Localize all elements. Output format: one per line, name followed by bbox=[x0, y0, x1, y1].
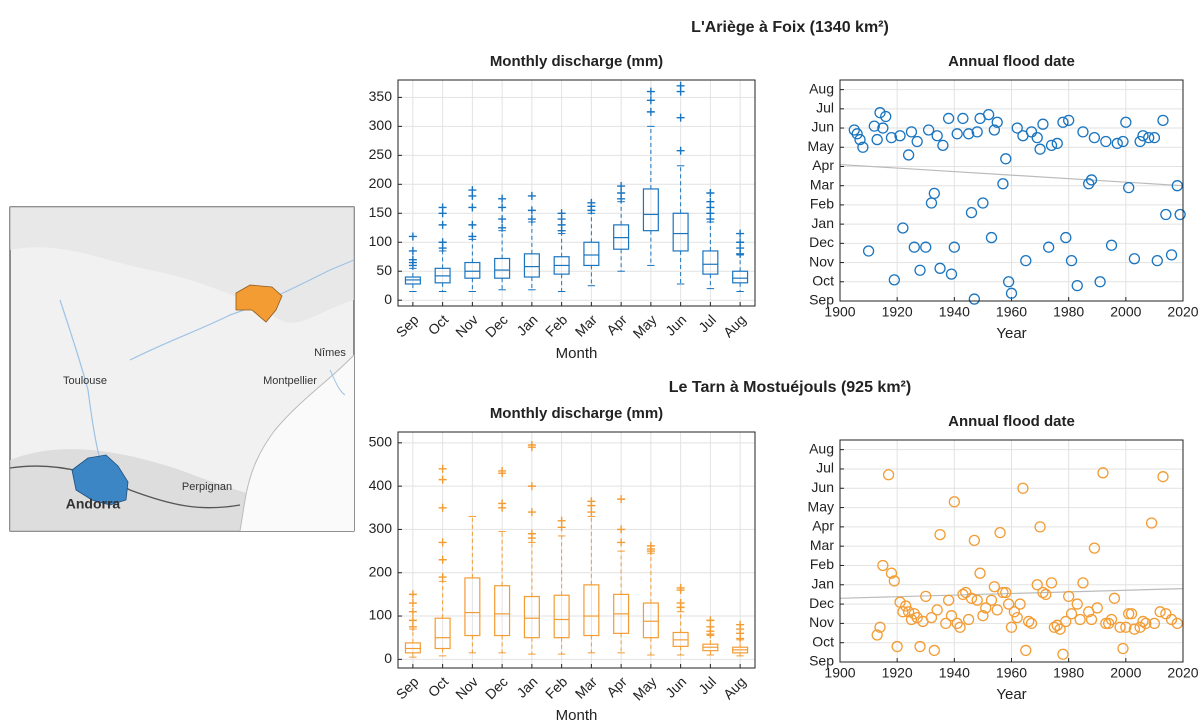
x-tick-label: Jan bbox=[513, 311, 540, 338]
chart-title: Monthly discharge (mm) bbox=[490, 405, 663, 422]
x-axis-label: Month bbox=[556, 707, 598, 722]
y-tick-label: Dec bbox=[809, 595, 834, 611]
y-tick-label: Apr bbox=[812, 157, 834, 173]
x-tick-label: 1920 bbox=[882, 665, 913, 681]
y-tick-label: Nov bbox=[809, 614, 834, 630]
y-tick-label: Feb bbox=[810, 556, 834, 572]
y-tick-label: Dec bbox=[809, 234, 834, 250]
x-tick-label: Jul bbox=[695, 673, 719, 697]
y-tick-label: Mar bbox=[810, 537, 834, 553]
x-tick-label: Mar bbox=[572, 311, 601, 340]
y-tick-label: Jul bbox=[816, 460, 834, 476]
y-tick-label: 500 bbox=[369, 434, 393, 450]
map-label: Toulouse bbox=[63, 375, 107, 387]
x-tick-label: May bbox=[630, 311, 660, 341]
x-tick-label: Dec bbox=[482, 673, 511, 702]
y-tick-label: Jun bbox=[811, 119, 834, 135]
chart-title: Annual flood date bbox=[948, 413, 1075, 430]
x-tick-label: 1920 bbox=[882, 304, 913, 320]
y-tick-label: 300 bbox=[369, 117, 393, 133]
x-tick-label: 1960 bbox=[996, 304, 1027, 320]
y-tick-label: Oct bbox=[812, 272, 834, 288]
y-tick-label: 0 bbox=[384, 650, 392, 666]
y-tick-label: Oct bbox=[812, 633, 834, 649]
x-tick-label: Mar bbox=[572, 673, 601, 702]
map-label: Nîmes bbox=[314, 347, 346, 359]
y-tick-label: 100 bbox=[369, 607, 393, 623]
y-tick-label: 300 bbox=[369, 520, 393, 536]
x-tick-label: Oct bbox=[425, 673, 452, 700]
y-tick-label: Apr bbox=[812, 518, 834, 534]
y-tick-label: May bbox=[808, 498, 834, 514]
x-tick-label: Jul bbox=[695, 311, 719, 335]
x-axis-label: Year bbox=[996, 686, 1026, 703]
section-title: Le Tarn à Mostuéjouls (925 km²) bbox=[669, 379, 911, 396]
y-tick-label: Jul bbox=[816, 100, 834, 116]
x-tick-label: 1900 bbox=[824, 304, 855, 320]
y-tick-label: Aug bbox=[809, 440, 834, 456]
x-tick-label: 2000 bbox=[1110, 304, 1141, 320]
map-label: Montpellier bbox=[263, 375, 317, 387]
x-tick-label: Aug bbox=[720, 311, 749, 340]
plot-area bbox=[398, 80, 755, 306]
y-tick-label: Aug bbox=[809, 80, 834, 96]
y-tick-label: 50 bbox=[376, 262, 392, 278]
x-tick-label: 1940 bbox=[939, 304, 970, 320]
x-tick-label: 1980 bbox=[1053, 665, 1084, 681]
x-tick-label: 2020 bbox=[1167, 304, 1198, 320]
x-tick-label: Feb bbox=[542, 673, 571, 702]
y-tick-label: 150 bbox=[369, 204, 393, 220]
map: Toulouse Montpellier Nîmes Perpignan And… bbox=[10, 207, 354, 531]
x-tick-label: Oct bbox=[425, 311, 452, 338]
x-tick-label: Sep bbox=[393, 311, 422, 340]
y-tick-label: 200 bbox=[369, 563, 393, 579]
y-tick-label: 250 bbox=[369, 146, 393, 162]
y-tick-label: 100 bbox=[369, 233, 393, 249]
y-tick-label: Jan bbox=[811, 575, 834, 591]
y-tick-label: 350 bbox=[369, 88, 393, 104]
figure: Toulouse Montpellier Nîmes Perpignan And… bbox=[0, 0, 1203, 722]
x-tick-label: Feb bbox=[542, 311, 571, 340]
y-tick-label: Nov bbox=[809, 253, 834, 269]
x-tick-label: May bbox=[630, 673, 660, 703]
map-label: Perpignan bbox=[182, 481, 232, 493]
y-tick-label: Feb bbox=[810, 196, 834, 212]
y-tick-label: 200 bbox=[369, 175, 393, 191]
box-chart: Monthly discharge (mm) 0 100 200 300 400 500 Se… bbox=[369, 405, 755, 722]
x-tick-label: 2020 bbox=[1167, 665, 1198, 681]
x-tick-label: 1940 bbox=[939, 665, 970, 681]
y-tick-label: Jun bbox=[811, 479, 834, 495]
x-tick-label: Jun bbox=[662, 673, 689, 700]
y-tick-label: Mar bbox=[810, 176, 834, 192]
x-axis-label: Month bbox=[556, 345, 598, 362]
x-tick-label: 1960 bbox=[996, 665, 1027, 681]
x-tick-label: Apr bbox=[603, 673, 630, 700]
x-tick-label: Jan bbox=[513, 673, 540, 700]
y-tick-label: 400 bbox=[369, 477, 393, 493]
section-title: L'Ariège à Foix (1340 km²) bbox=[691, 19, 889, 36]
y-tick-label: Jan bbox=[811, 215, 834, 231]
x-tick-label: Nov bbox=[452, 311, 481, 340]
x-tick-label: 1980 bbox=[1053, 304, 1084, 320]
y-tick-label: 0 bbox=[384, 291, 392, 307]
x-tick-label: Dec bbox=[482, 311, 511, 340]
y-tick-label: May bbox=[808, 138, 834, 154]
x-axis-label: Year bbox=[996, 325, 1026, 342]
x-tick-label: 1900 bbox=[824, 665, 855, 681]
x-tick-label: Apr bbox=[603, 311, 630, 338]
chart-title: Monthly discharge (mm) bbox=[490, 53, 663, 70]
chart-title: Annual flood date bbox=[948, 53, 1075, 70]
x-tick-label: Jun bbox=[662, 311, 689, 338]
scatter-chart: Annual flood dateSepOctNovDecJanFebMarAp… bbox=[808, 53, 1199, 342]
x-tick-label: 2000 bbox=[1110, 665, 1141, 681]
x-tick-label: Sep bbox=[393, 673, 422, 702]
map-label: Andorra bbox=[66, 496, 121, 512]
x-tick-label: Nov bbox=[452, 673, 481, 702]
plot-area bbox=[398, 432, 755, 668]
box-chart: Monthly discharge (mm) 0 50 100 150 200 250 300… bbox=[369, 53, 755, 362]
x-tick-label: Aug bbox=[720, 673, 749, 702]
scatter-chart: Annual flood dateSepOctNovDecJanFebMarAp… bbox=[808, 413, 1199, 703]
